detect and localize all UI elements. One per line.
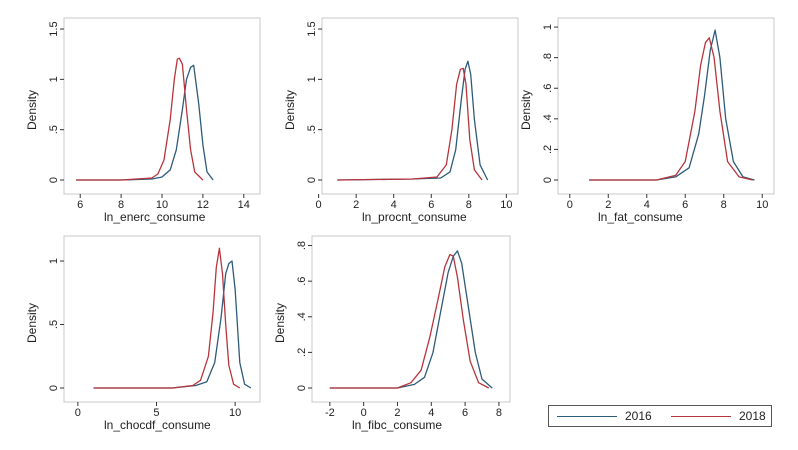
panel-3: 0 2 4 6 8 10 0 .2 .4 .6 .8 1 ln_fat_consume Density — [519, 17, 775, 224]
x-tick-label: 5 — [153, 407, 159, 419]
x-tick-label: 6 — [77, 199, 83, 211]
series-line-2016 — [337, 60, 489, 181]
series-line-2016 — [93, 260, 252, 389]
x-tick-label: 8 — [118, 199, 124, 211]
x-tick-label: 4 — [428, 407, 434, 419]
y-axis-label: Density — [283, 90, 297, 130]
y-tick-label: .6 — [542, 84, 554, 93]
panel-2: 0 2 4 6 8 10 0 .5 1 1.5 ln_procnt_consume Density — [283, 17, 519, 224]
x-tick-label: 10 — [156, 199, 168, 211]
y-tick-label: .2 — [542, 145, 554, 154]
series-line-2018 — [329, 253, 490, 389]
y-tick-label: .5 — [48, 320, 60, 329]
y-tick-label: .8 — [542, 53, 554, 62]
y-tick-label: 1.5 — [306, 21, 318, 36]
y-tick-label: 0 — [306, 177, 318, 183]
panel-frame — [311, 235, 511, 403]
x-tick-label: 6 — [428, 199, 434, 211]
panel-frame — [321, 17, 519, 195]
y-tick-label: .5 — [306, 125, 318, 134]
x-axis-label: ln_enerc_consume — [104, 210, 206, 224]
y-tick-label: 1.5 — [48, 21, 60, 36]
panel-frame — [557, 17, 775, 195]
y-axis-label: Density — [519, 90, 533, 130]
panel-5: -2 0 2 4 6 8 0 .2 .4 .6 .8 ln_fibc_consume Density — [273, 235, 511, 432]
series-line-2018 — [93, 247, 241, 389]
x-tick-label: 0 — [316, 199, 322, 211]
y-tick-label: 0 — [48, 177, 60, 183]
x-tick-label: 0 — [75, 407, 81, 419]
y-tick-label: 1 — [48, 76, 60, 82]
x-axis-label: ln_fat_consume — [598, 210, 683, 224]
x-tick-label: 10 — [500, 199, 512, 211]
x-tick-label: 8 — [466, 199, 472, 211]
y-axis-label: Density — [273, 303, 287, 343]
x-tick-label: 14 — [238, 199, 250, 211]
panel-1: 6 8 10 12 14 0 .5 1 1.5 ln_enerc_consume Density — [25, 17, 261, 224]
legend-label-2016: 2016 — [625, 409, 652, 423]
y-tick-label: .8 — [296, 241, 308, 250]
x-tick-label: 0 — [361, 407, 367, 419]
y-tick-label: .5 — [48, 125, 60, 134]
x-tick-label: 12 — [197, 199, 209, 211]
x-tick-label: 8 — [721, 199, 727, 211]
y-tick-label: .4 — [542, 114, 554, 123]
x-tick-label: 4 — [644, 199, 650, 211]
x-tick-label: 8 — [496, 407, 502, 419]
x-tick-label: 4 — [391, 199, 397, 211]
x-tick-label: 6 — [682, 199, 688, 211]
x-tick-label: 10 — [756, 199, 768, 211]
x-tick-label: 0 — [567, 199, 573, 211]
series-line-2018 — [337, 67, 483, 181]
y-axis-label: Density — [25, 90, 39, 130]
y-tick-label: .6 — [296, 277, 308, 286]
legend-swatch-2016 — [557, 415, 617, 417]
x-axis-label: ln_procnt_consume — [362, 210, 467, 224]
series-line-2016 — [329, 250, 493, 389]
series-line-2018 — [76, 57, 204, 181]
x-tick-label: 2 — [394, 407, 400, 419]
panel-4: 0 5 10 0 .5 1 ln_chocdf_consume Density — [25, 235, 261, 432]
legend-swatch-2018 — [671, 415, 731, 417]
panel-frame — [63, 235, 261, 403]
x-axis-label: ln_chocdf_consume — [104, 418, 211, 432]
y-axis-label: Density — [25, 303, 39, 343]
y-tick-label: 0 — [542, 177, 554, 183]
x-tick-label: 10 — [229, 407, 241, 419]
legend-label-2018: 2018 — [739, 409, 766, 423]
series-line-2016 — [589, 29, 755, 181]
x-tick-label: 6 — [462, 407, 468, 419]
y-tick-label: 1 — [542, 24, 554, 30]
y-tick-label: 0 — [48, 385, 60, 391]
x-tick-label: -2 — [325, 407, 335, 419]
y-tick-label: 1 — [48, 258, 60, 264]
legend-item-2018: 2018 — [671, 409, 766, 423]
y-tick-label: .2 — [296, 348, 308, 357]
series-line-2016 — [76, 64, 214, 181]
y-tick-label: .4 — [296, 312, 308, 321]
x-axis-label: ln_fibc_consume — [352, 418, 442, 432]
legend-item-2016: 2016 — [557, 409, 652, 423]
panel-frame — [63, 17, 261, 195]
y-tick-label: 0 — [296, 385, 308, 391]
x-tick-label: 2 — [353, 199, 359, 211]
legend: 2016 2018 — [548, 405, 772, 427]
y-tick-label: 1 — [306, 76, 318, 82]
x-tick-label: 2 — [605, 199, 611, 211]
series-line-2018 — [589, 37, 753, 181]
